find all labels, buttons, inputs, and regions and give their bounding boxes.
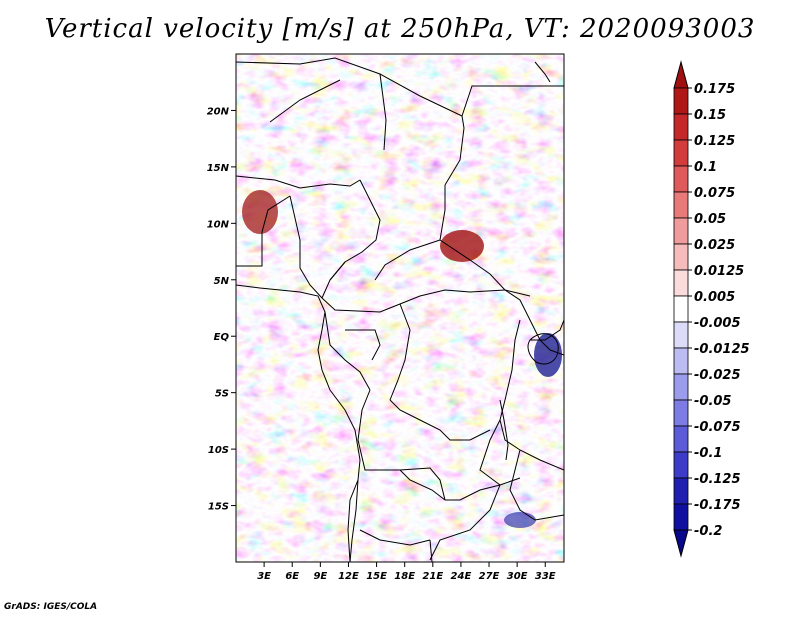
colorbar-label: -0.175 — [694, 498, 741, 513]
colorbar-swatch — [673, 217, 689, 245]
colorbar-top-arrow — [673, 60, 689, 89]
colorbar-swatch — [673, 191, 689, 219]
lat-tick-label: 15N — [207, 163, 230, 174]
colorbar-label: 0.025 — [694, 238, 735, 253]
velocity-field — [236, 54, 564, 562]
colorbar-label: 0.175 — [694, 82, 735, 97]
map-title: Vertical velocity [m/s] at 250hPa, VT: 2… — [44, 14, 756, 44]
longitude-axis: 3E 6E 9E 12E 15E 18E 21E 24E 27E 30E 33E — [257, 562, 556, 582]
lat-tick-label: 10N — [207, 219, 230, 230]
colorbar-label: 0.125 — [694, 134, 735, 149]
lon-tick-label: 27E — [479, 571, 500, 582]
colorbar-label: 0.05 — [694, 212, 726, 227]
lon-tick-label: 24E — [451, 571, 472, 582]
colorbar-swatch — [673, 321, 689, 349]
colorbar-label: 0.005 — [694, 290, 735, 305]
lon-tick-label: 15E — [366, 571, 387, 582]
lat-tick-label: 20N — [207, 106, 230, 117]
colorbar-swatch — [673, 139, 689, 167]
colorbar-swatch — [673, 503, 689, 531]
coastline — [236, 284, 361, 562]
lat-tick-label: 5S — [215, 389, 229, 400]
colorbar-label: -0.05 — [694, 394, 731, 409]
latitude-axis: 20N 15N 10N 5N EQ 5S 10S 15S — [207, 106, 236, 513]
lat-tick-label: EQ — [214, 332, 230, 343]
colorbar-swatch — [673, 113, 689, 141]
colorbar-swatch — [673, 399, 689, 427]
colorbar-swatch — [673, 451, 689, 479]
colorbar-swatch — [673, 425, 689, 453]
colorbar-label: -0.2 — [694, 524, 722, 539]
colorbar-label: -0.025 — [694, 368, 741, 383]
colorbar-label: -0.075 — [694, 420, 741, 435]
colorbar-label: 0.0125 — [694, 264, 744, 279]
colorbar-swatch — [673, 477, 689, 505]
colorbar-label: 0.15 — [694, 108, 726, 123]
colorbar-swatch — [673, 269, 689, 297]
colorbar: 0.175 0.15 0.125 0.1 0.075 0.05 0.025 0.0125 0.0… — [673, 60, 750, 558]
country-borders — [236, 57, 564, 562]
lon-tick-label: 30E — [507, 571, 528, 582]
lon-tick-label: 6E — [285, 571, 299, 582]
plot-frame — [235, 53, 565, 563]
lat-tick-label: 15S — [208, 502, 229, 513]
colorbar-swatch — [673, 87, 689, 115]
colorbar-label: 0.075 — [694, 186, 735, 201]
colorbar-label: 0.1 — [694, 160, 717, 175]
colorbar-swatch — [673, 165, 689, 193]
lon-tick-label: 9E — [313, 571, 327, 582]
lon-tick-label: 33E — [535, 571, 556, 582]
grads-credit: GrADS: IGES/COLA — [4, 602, 98, 612]
colorbar-label: -0.005 — [694, 316, 741, 331]
lon-tick-label: 18E — [394, 571, 415, 582]
lat-tick-label: 10S — [208, 445, 229, 456]
colorbar-swatch — [673, 243, 689, 271]
colorbar-label: -0.1 — [694, 446, 722, 461]
colorbar-label: -0.125 — [694, 472, 741, 487]
colorbar-swatch — [673, 295, 689, 323]
lon-tick-label: 21E — [422, 571, 443, 582]
colorbar-swatch — [673, 347, 689, 375]
lon-tick-label: 3E — [257, 571, 271, 582]
lat-tick-label: 5N — [214, 276, 230, 287]
colorbar-label: -0.0125 — [694, 342, 750, 357]
colorbar-bottom-arrow — [673, 529, 689, 558]
lon-tick-label: 12E — [338, 571, 359, 582]
colorbar-swatch — [673, 373, 689, 401]
